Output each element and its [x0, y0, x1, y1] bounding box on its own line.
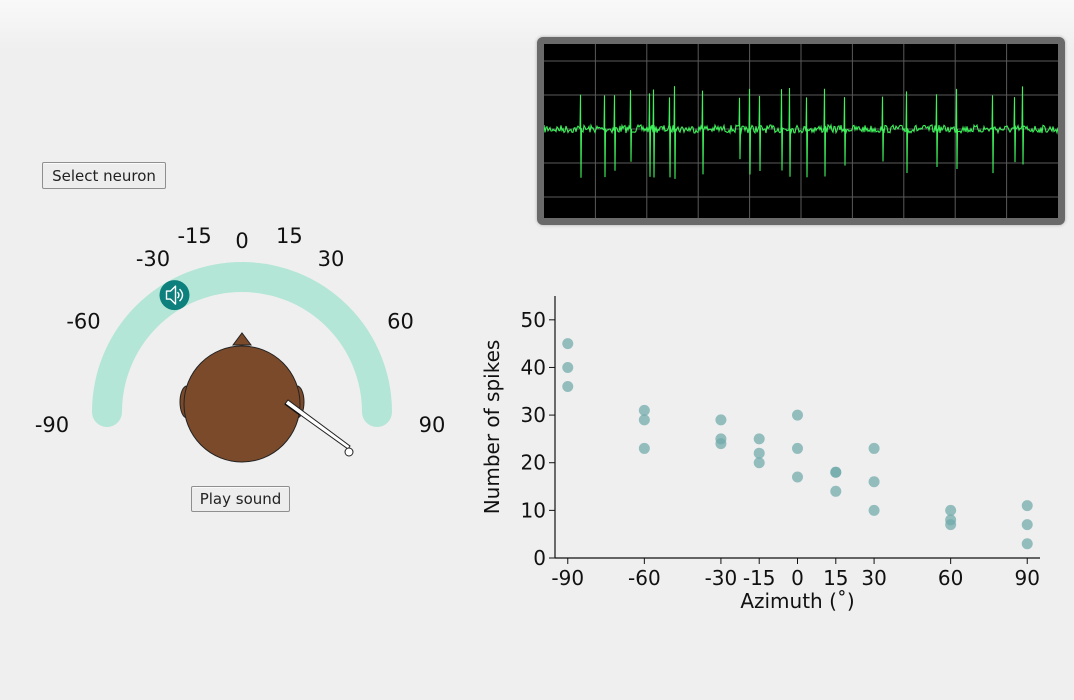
head [183, 345, 301, 463]
y-tick-label: 50 [521, 308, 546, 332]
data-point [562, 338, 574, 350]
x-tick-label: -30 [705, 566, 738, 590]
data-point [868, 476, 880, 488]
data-point [868, 504, 880, 516]
dial-tick-label: -15 [177, 224, 211, 248]
data-point [753, 447, 765, 459]
data-point [1021, 519, 1033, 531]
dial-tick-label: 90 [419, 413, 446, 437]
spike-chart: 0 10 20 30 40 50 -90 -60 -30 -15 0 15 30 60 90 Azimuth … [480, 296, 1040, 613]
dial-tick-label: 60 [387, 310, 414, 334]
x-axis-title: Azimuth (˚) [740, 589, 854, 613]
dial-tick-label: 0 [235, 229, 248, 253]
data-point [715, 414, 727, 426]
data-point [1021, 538, 1033, 550]
data-point [1021, 500, 1033, 512]
data-point [753, 457, 765, 469]
data-point [638, 404, 650, 416]
y-axis-title: Number of spikes [480, 340, 504, 515]
speaker-volume-icon[interactable] [159, 280, 190, 311]
play-sound-button[interactable]: Play sound [191, 486, 290, 512]
oscilloscope [537, 37, 1065, 225]
y-tick-label: 40 [521, 355, 546, 379]
data-point [830, 466, 842, 478]
x-tick-label: -90 [551, 566, 584, 590]
dial-tick-label: -30 [136, 247, 170, 271]
electrode [284, 399, 351, 450]
data-point [638, 442, 650, 454]
nose [232, 332, 252, 346]
y-tick-label: 30 [521, 403, 546, 427]
oscilloscope-screen [544, 44, 1058, 218]
x-tick-label: 60 [938, 566, 963, 590]
spike-trace [544, 86, 1058, 179]
data-point [830, 485, 842, 497]
data-point [562, 381, 574, 393]
data-point [792, 442, 803, 454]
data-point [945, 504, 957, 516]
data-point [753, 433, 765, 445]
x-tick-label: 90 [1015, 566, 1040, 590]
dial-tick-label: -90 [35, 413, 69, 437]
x-tick-label: 30 [861, 566, 886, 590]
dial-tick-label: 30 [318, 247, 345, 271]
dial-tick-label: 15 [276, 224, 303, 248]
x-tick-label: -15 [743, 566, 776, 590]
data-point [945, 519, 957, 531]
data-point [792, 471, 803, 483]
x-tick-label: -60 [628, 566, 661, 590]
y-tick-label: 10 [521, 498, 546, 522]
data-point [562, 361, 574, 373]
azimuth-dial: -90 -60 -30 -15 0 15 30 60 90 [35, 224, 446, 463]
y-tick-label: 0 [533, 546, 546, 570]
select-neuron-button[interactable]: Select neuron [42, 162, 166, 189]
data-point [792, 409, 803, 421]
data-point [868, 442, 880, 454]
dial-tick-label: -60 [66, 310, 100, 334]
x-tick-label: 15 [823, 566, 848, 590]
data-point [638, 414, 650, 426]
data-point [715, 438, 727, 450]
x-tick-label: 0 [791, 566, 804, 590]
azimuth-arc[interactable] [92, 262, 392, 427]
y-tick-label: 20 [521, 451, 546, 475]
